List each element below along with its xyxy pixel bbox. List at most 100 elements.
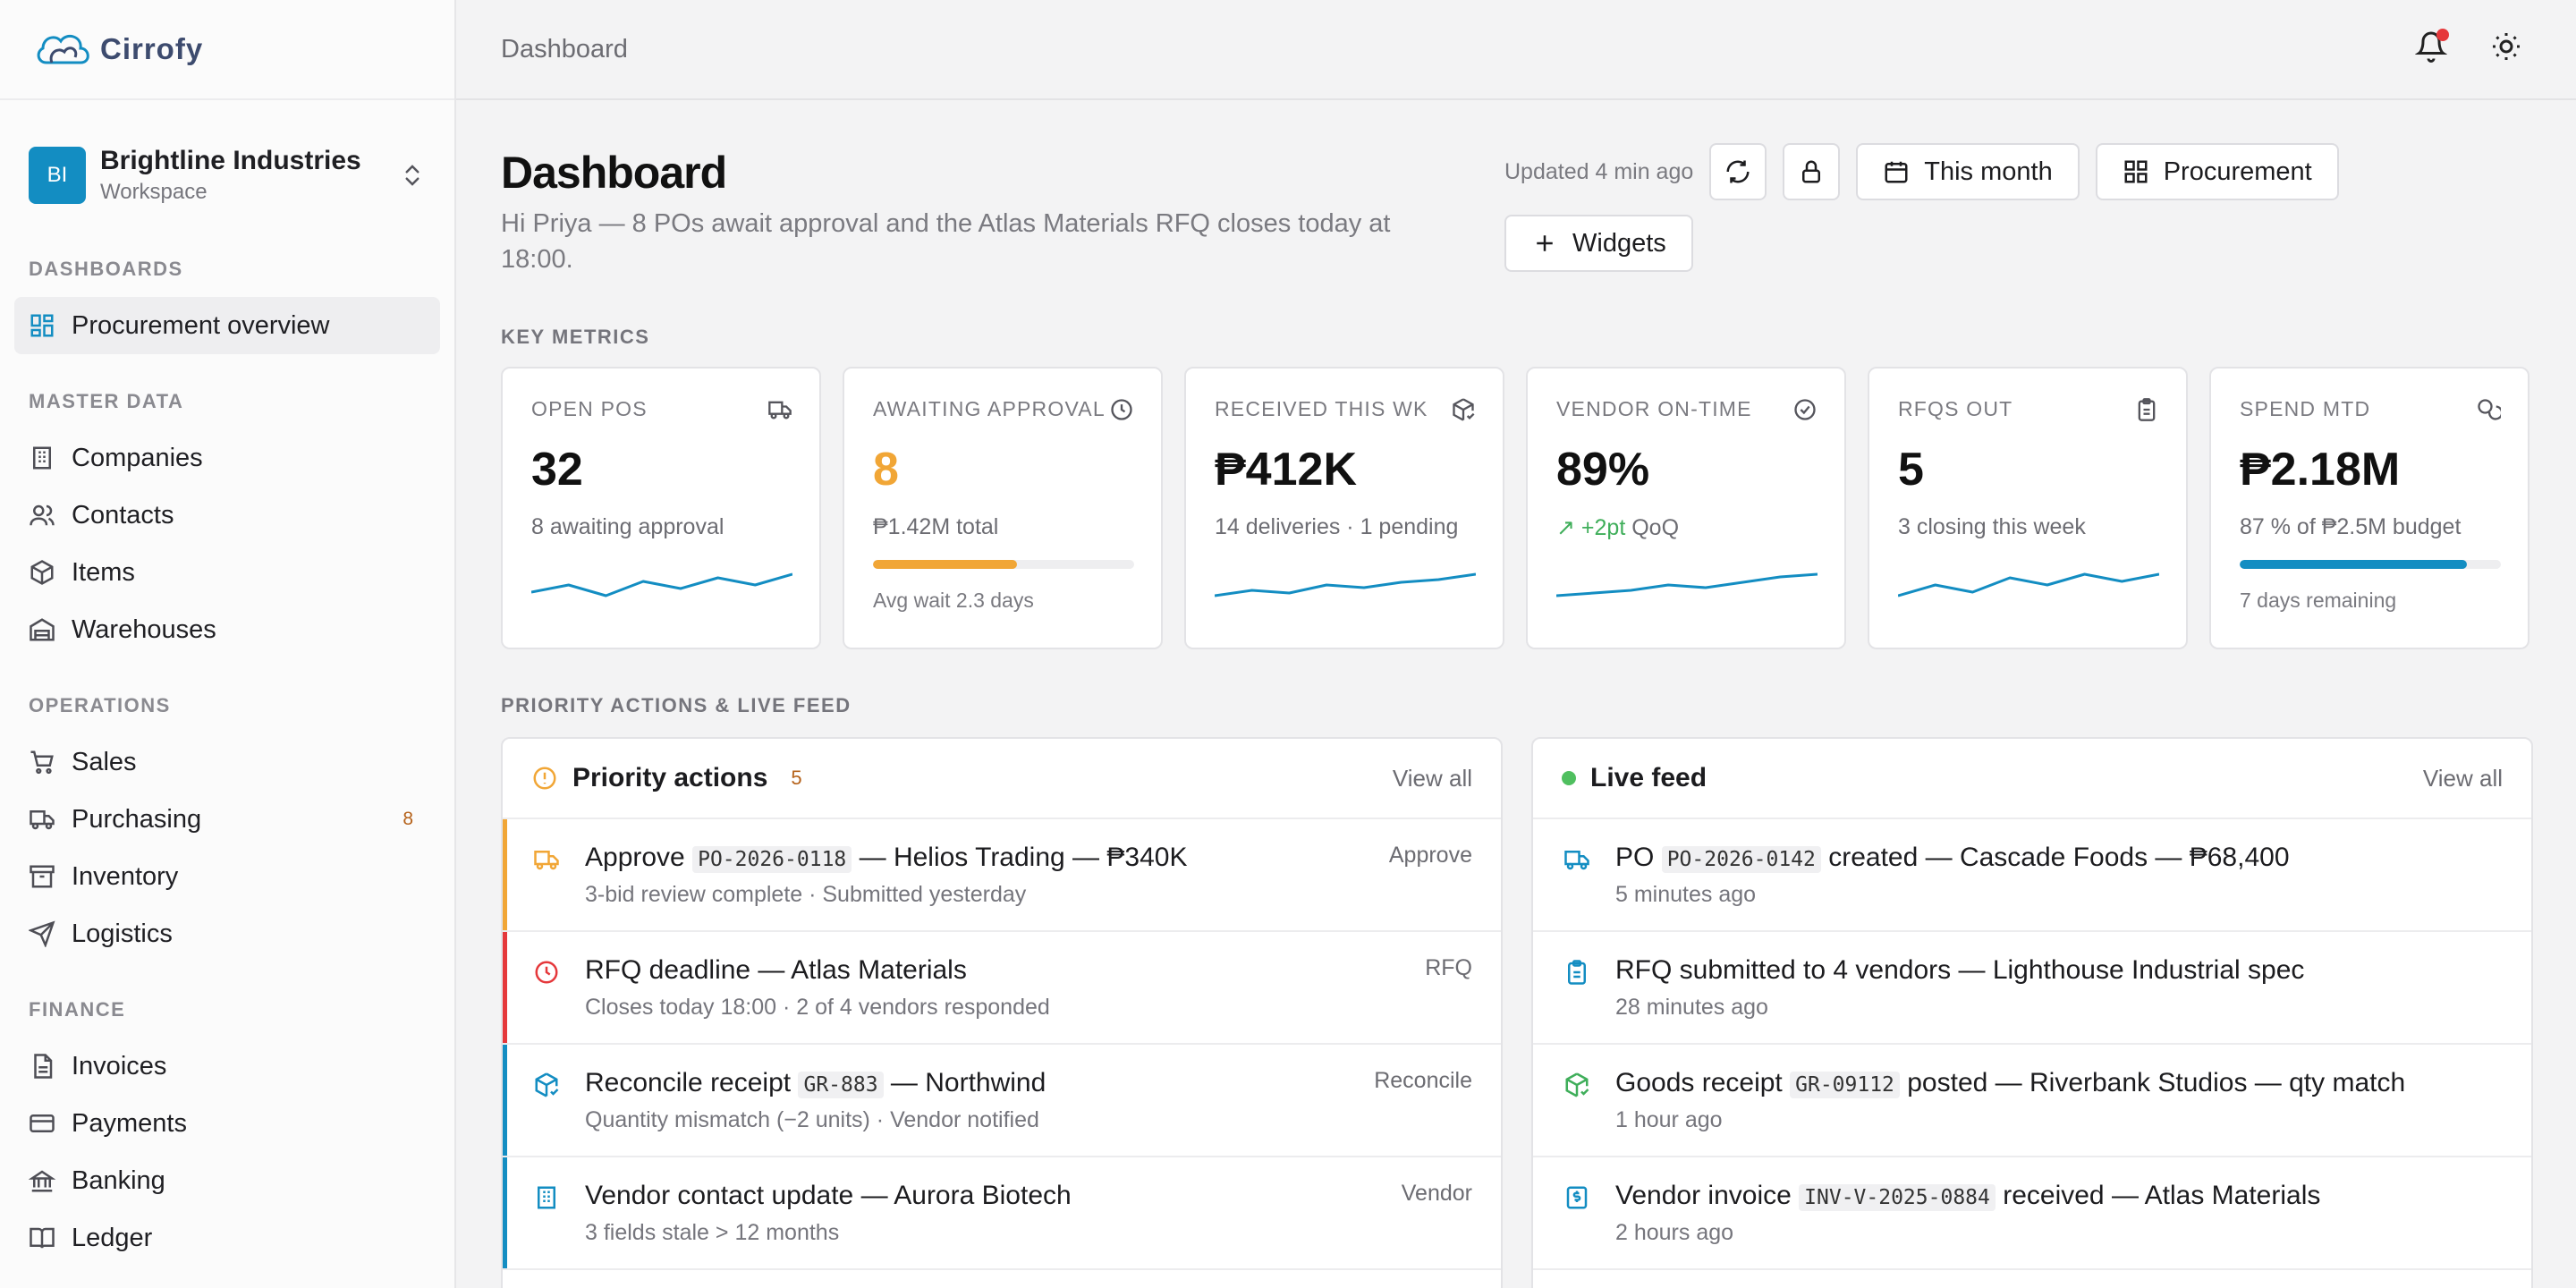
row-action-link[interactable]: Reconcile xyxy=(1374,1068,1472,1093)
document-code[interactable]: PO-2026-0118 xyxy=(692,846,852,873)
row-action-link[interactable]: Approve xyxy=(1388,843,1472,868)
sidebar-item-purchasing[interactable]: Purchasing 8 xyxy=(14,791,440,848)
cart-icon xyxy=(30,750,54,775)
sidebar-item-warehouses[interactable]: Warehouses xyxy=(14,601,440,658)
users-icon xyxy=(30,504,55,526)
row-subtext: 5 minutes ago xyxy=(1615,882,1757,907)
brand-name: Cirrofy xyxy=(100,32,204,65)
topbar: Dashboard xyxy=(456,0,2576,100)
period-selector-button[interactable]: This month xyxy=(1856,143,2080,200)
sidebar-item-contacts[interactable]: Contacts xyxy=(14,487,440,544)
live-indicator xyxy=(1562,771,1576,785)
period-label: This month xyxy=(1924,157,2053,186)
view-all-link[interactable]: View all xyxy=(1392,764,1472,792)
priority-action-row[interactable]: Reconcile receipt GR-883 — Northwind Quan… xyxy=(503,1045,1501,1157)
sidebar-item-inventory[interactable]: Inventory xyxy=(14,848,440,905)
metrics-row: OPEN POS 32 8 awaiting approval AWAITING… xyxy=(501,367,2529,649)
workspace-avatar: BI xyxy=(29,147,86,204)
sidebar-item-label: Banking xyxy=(72,1165,165,1195)
sidebar-item-banking[interactable]: Banking xyxy=(14,1152,440,1209)
breadcrumb[interactable]: Dashboard xyxy=(501,34,628,64)
brand[interactable]: Cirrofy xyxy=(0,0,454,100)
sidebar-item-label: Ledger xyxy=(72,1223,153,1252)
package-check-icon xyxy=(1565,1072,1589,1097)
package-icon xyxy=(30,560,54,585)
building-icon xyxy=(33,446,51,470)
sidebar-item-ledger[interactable]: Ledger xyxy=(14,1209,440,1267)
row-subtext: 1 hour ago xyxy=(1615,1107,1723,1132)
feed-row[interactable]: Vendor invoice INV-V-2025-0884 received … xyxy=(1533,1157,2531,1270)
sidebar-item-label: Sales xyxy=(72,747,137,776)
view-all-link[interactable]: View all xyxy=(2422,764,2503,792)
metric-card-received-this-week[interactable]: RECEIVED THIS WK ₱412K 14 deliveries · 1… xyxy=(1184,367,1504,649)
row-subtext: 3 fields stale > 12 months xyxy=(585,1220,840,1245)
theme-toggle-button[interactable] xyxy=(2490,30,2522,63)
row-subtext: Closes today 18:00 · 2 of 4 vendors resp… xyxy=(585,995,1050,1020)
nav-section-operations: OPERATIONS xyxy=(29,694,171,716)
refresh-button[interactable] xyxy=(1709,143,1767,200)
metric-footnote: 7 days remaining xyxy=(2240,589,2397,612)
clock-icon xyxy=(535,961,558,984)
sidebar-item-label: Payments xyxy=(72,1108,187,1138)
metric-card-vendor-on-time[interactable]: VENDOR ON-TIME 89% ↗ +2pt QoQ xyxy=(1526,367,1846,649)
truck-icon xyxy=(1564,851,1589,870)
priority-action-row[interactable]: RFQ deadline — Atlas Materials Closes tod… xyxy=(503,932,1501,1045)
priority-count-badge: 5 xyxy=(791,767,802,789)
file-icon xyxy=(34,1054,53,1079)
priority-stripe xyxy=(503,1045,507,1156)
document-code[interactable]: GR-09112 xyxy=(1790,1072,1900,1098)
row-title-rest: received — Atlas Materials xyxy=(2003,1181,2321,1210)
metric-card-awaiting-approval[interactable]: AWAITING APPROVAL 8 ₱1.42M total Avg wai… xyxy=(843,367,1163,649)
workspace-switcher[interactable]: BI Brightline Industries Workspace xyxy=(0,100,454,222)
metric-card-rfqs-out[interactable]: RFQS OUT 5 3 closing this week xyxy=(1868,367,2188,649)
notifications-button[interactable] xyxy=(2414,29,2449,63)
sidebar-item-sales[interactable]: Sales xyxy=(14,733,440,791)
row-title-text: Vendor contact update — Aurora Biotech xyxy=(585,1181,1072,1210)
cloud-logo-icon xyxy=(37,34,89,64)
sidebar-item-procurement-overview[interactable]: Procurement overview xyxy=(14,297,440,354)
credit-card-icon xyxy=(30,1114,55,1132)
sparkline-line xyxy=(1556,572,1818,597)
row-action-link[interactable]: RFQ xyxy=(1425,955,1472,980)
priority-action-row[interactable]: Vendor contact update — Aurora Biotech 3 … xyxy=(503,1157,1501,1270)
sidebar-item-invoices[interactable]: Invoices xyxy=(14,1038,440,1095)
metric-subtext: 8 awaiting approval xyxy=(531,514,724,539)
lock-layout-button[interactable] xyxy=(1783,143,1841,200)
row-title: Vendor invoice INV-V-2025-0884 received … xyxy=(1615,1181,2503,1211)
row-subtext: 2 hours ago xyxy=(1615,1220,1734,1245)
metric-value: ₱412K xyxy=(1215,444,1357,496)
main-content: Dashboard Hi Priya — 8 POs await approva… xyxy=(456,100,2576,1288)
feed-row[interactable]: RFQ submitted to 4 vendors — Lighthouse … xyxy=(1533,932,2531,1045)
sidebar-item-companies[interactable]: Companies xyxy=(14,429,440,487)
feed-row[interactable]: Goods receipt GR-09112 posted — Riverban… xyxy=(1533,1045,2531,1157)
metric-card-open-pos[interactable]: OPEN POS 32 8 awaiting approval xyxy=(501,367,821,649)
row-title: Reconcile receipt GR-883 — Northwind xyxy=(585,1068,1472,1098)
panel-title: Priority actions xyxy=(572,763,768,792)
dashboard-grid-icon xyxy=(2124,160,2148,183)
sun-icon xyxy=(2493,33,2520,60)
invoice-icon xyxy=(1566,1186,1588,1209)
sidebar-item-payments[interactable]: Payments xyxy=(14,1095,440,1152)
sparkline-line xyxy=(1215,572,1476,597)
view-label: Procurement xyxy=(2163,157,2312,186)
document-code[interactable]: PO-2026-0142 xyxy=(1661,846,1821,873)
sidebar-item-logistics[interactable]: Logistics xyxy=(14,905,440,962)
feed-row[interactable]: PO PO-2026-0142 created — Cascade Foods … xyxy=(1533,819,2531,932)
metric-label: AWAITING APPROVAL xyxy=(873,397,1106,420)
metric-label: VENDOR ON-TIME xyxy=(1556,397,1752,420)
sidebar-item-items[interactable]: Items xyxy=(14,544,440,601)
row-subtext: 3-bid review complete · Submitted yester… xyxy=(585,882,1027,907)
coins-icon xyxy=(2478,399,2501,420)
document-code[interactable]: INV-V-2025-0884 xyxy=(1799,1184,1996,1211)
sparkline-line xyxy=(1898,572,2159,597)
row-action-link[interactable]: Vendor xyxy=(1401,1181,1472,1206)
document-code[interactable]: GR-883 xyxy=(798,1072,884,1098)
view-selector-button[interactable]: Procurement xyxy=(2095,143,2339,200)
clock-icon xyxy=(1111,399,1132,420)
priority-action-row[interactable]: Approve PO-2026-0118 — Helios Trading — … xyxy=(503,819,1501,932)
metric-value: 89% xyxy=(1556,444,1650,496)
metric-card-spend-mtd[interactable]: SPEND MTD ₱2.18M 87 % of ₱2.5M budget 7 … xyxy=(2209,367,2529,649)
warehouse-icon xyxy=(30,618,55,641)
add-widgets-button[interactable]: Widgets xyxy=(1504,215,1693,272)
section-label-priority-feed: PRIORITY ACTIONS & LIVE FEED xyxy=(501,694,852,716)
